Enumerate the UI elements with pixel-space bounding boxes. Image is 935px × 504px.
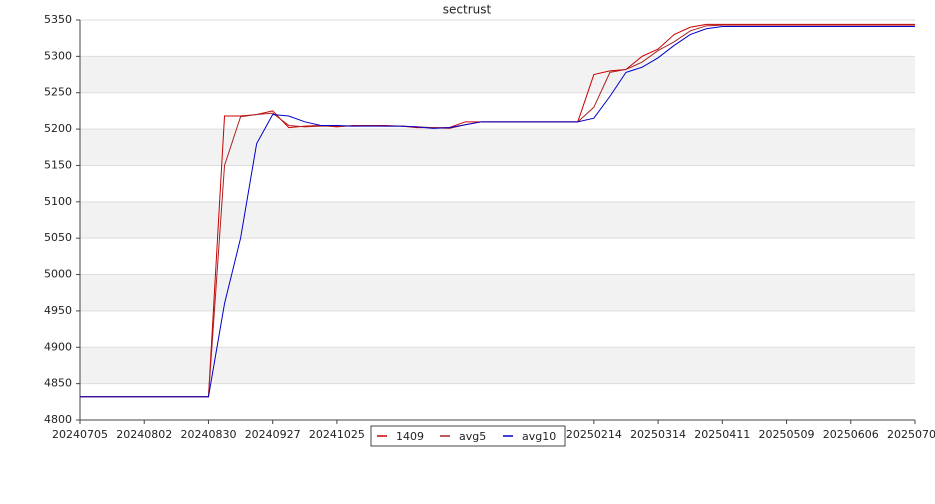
legend-box [370, 425, 566, 447]
x-tick-label: 20240705 [52, 428, 108, 441]
chart-title: sectrust [443, 3, 492, 17]
y-tick-label: 4850 [44, 377, 72, 390]
legend-label: avg10 [522, 430, 556, 443]
y-tick-label: 4900 [44, 340, 72, 353]
y-tick-label: 5300 [44, 49, 72, 62]
y-tick-label: 5250 [44, 86, 72, 99]
y-tick-label: 5150 [44, 158, 72, 171]
grid-band [80, 274, 915, 311]
x-tick-label: 20250704 [887, 428, 935, 441]
y-tick-label: 5100 [44, 195, 72, 208]
legend-label: 1409 [396, 430, 424, 443]
y-tick-label: 5050 [44, 231, 72, 244]
x-tick-label: 20250606 [823, 428, 879, 441]
y-tick-label: 5200 [44, 122, 72, 135]
x-tick-label: 20241025 [309, 428, 365, 441]
y-tick-label: 4800 [44, 413, 72, 426]
y-tick-label: 5350 [44, 13, 72, 26]
grid-band [80, 129, 915, 166]
grid-band [80, 56, 915, 93]
x-tick-label: 20240927 [245, 428, 301, 441]
grid-band [80, 347, 915, 384]
x-tick-label: 20240830 [180, 428, 236, 441]
x-tick-label: 20250411 [694, 428, 750, 441]
grid-band [80, 201, 915, 239]
x-tick-label: 20250314 [630, 428, 686, 441]
series-line [80, 26, 915, 398]
x-tick-label: 20250509 [759, 428, 815, 441]
y-tick-label: 4950 [44, 304, 72, 317]
legend-label: avg5 [459, 430, 486, 443]
x-tick-label: 20250214 [566, 428, 622, 441]
y-tick-label: 5000 [44, 268, 72, 281]
x-tick-label: 20240802 [116, 428, 172, 441]
